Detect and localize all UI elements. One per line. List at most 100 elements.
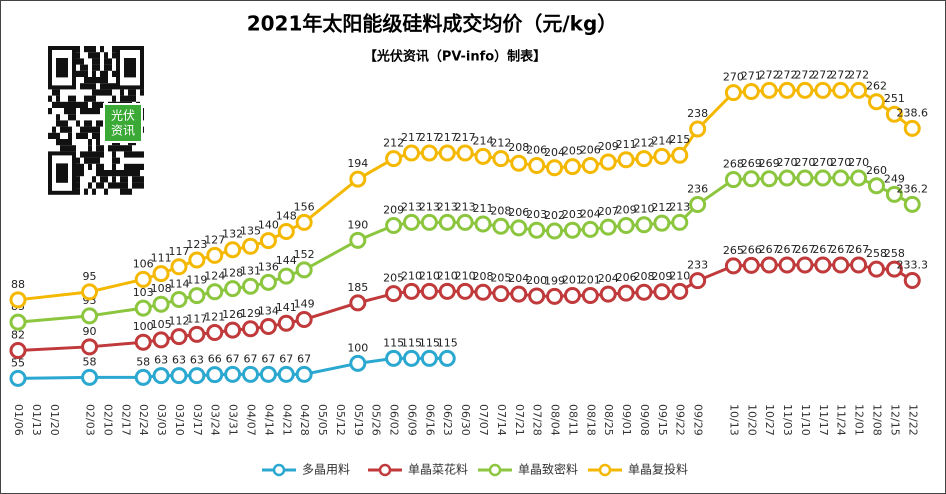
marker xyxy=(617,217,635,235)
x-tick-label: 10/13 xyxy=(727,404,740,436)
qr-cell xyxy=(124,170,128,177)
qr-cell xyxy=(60,126,64,133)
data-label: 204 xyxy=(580,207,601,220)
qr-cell xyxy=(96,139,100,146)
marker xyxy=(152,331,170,349)
qr-cell xyxy=(112,151,116,158)
marker xyxy=(563,221,581,239)
marker xyxy=(152,367,170,385)
qr-cell xyxy=(84,101,88,108)
qr-cell xyxy=(84,46,88,53)
qr-finder-core xyxy=(124,58,136,78)
marker xyxy=(438,349,456,367)
data-label: 270 xyxy=(848,156,869,169)
qr-cell xyxy=(80,126,84,133)
qr-cell xyxy=(92,83,96,90)
data-label: 217 xyxy=(401,131,422,144)
qr-cell xyxy=(84,132,88,139)
marker xyxy=(188,367,206,385)
marker xyxy=(563,158,581,176)
qr-cell xyxy=(64,101,68,108)
qr-finder xyxy=(48,46,76,90)
marker xyxy=(385,150,403,168)
qr-cell xyxy=(96,89,100,96)
marker xyxy=(81,283,99,301)
qr-cell xyxy=(84,70,88,77)
marker xyxy=(617,151,635,169)
data-label: 88 xyxy=(11,278,25,291)
qr-cell xyxy=(76,163,80,170)
qr-cell xyxy=(48,95,52,102)
x-tick-label: 03/10 xyxy=(173,404,186,436)
qr-cell xyxy=(92,132,96,139)
legend-marker xyxy=(272,463,286,477)
data-label: 115 xyxy=(437,336,458,349)
data-label: 267 xyxy=(848,243,869,256)
qr-cell xyxy=(88,77,92,84)
data-label: 115 xyxy=(383,336,404,349)
qr-cell xyxy=(68,95,72,102)
data-label: 106 xyxy=(133,257,154,270)
marker xyxy=(742,256,760,274)
qr-cell xyxy=(96,120,100,127)
marker xyxy=(242,365,260,383)
qr-cell xyxy=(56,120,60,127)
marker xyxy=(277,314,295,332)
qr-cell xyxy=(92,58,96,65)
qr-cell xyxy=(108,182,112,189)
qr-cell xyxy=(56,95,60,102)
x-tick-label: 03/24 xyxy=(209,404,222,436)
qr-cell xyxy=(84,126,88,133)
data-label: 265 xyxy=(723,244,744,257)
marker xyxy=(617,284,635,302)
qr-cell xyxy=(52,89,56,96)
marker xyxy=(188,287,206,305)
data-label: 117 xyxy=(186,312,207,325)
data-label: 206 xyxy=(508,206,529,219)
qr-cell xyxy=(96,132,100,139)
data-label: 271 xyxy=(741,69,762,82)
marker xyxy=(81,307,99,325)
qr-cell xyxy=(100,176,104,183)
data-label: 214 xyxy=(473,134,494,147)
data-label: 260 xyxy=(866,164,887,177)
marker xyxy=(224,241,242,259)
marker xyxy=(903,272,921,290)
marker xyxy=(402,144,420,162)
qr-logo-text: 光伏 xyxy=(111,109,135,123)
marker xyxy=(689,120,707,138)
data-label: 194 xyxy=(347,157,368,170)
data-label: 132 xyxy=(222,228,243,241)
qr-cell xyxy=(76,182,80,189)
data-label: 209 xyxy=(598,140,619,153)
data-label: 90 xyxy=(83,325,97,338)
data-label: 212 xyxy=(651,201,672,214)
qr-code: 光伏资讯 xyxy=(48,46,144,195)
data-label: 205 xyxy=(383,272,404,285)
qr-cell xyxy=(68,126,72,133)
marker xyxy=(653,214,671,232)
marker xyxy=(420,144,438,162)
marker xyxy=(850,256,868,274)
qr-cell xyxy=(88,108,92,115)
qr-cell xyxy=(96,108,100,115)
data-label: 210 xyxy=(633,203,654,216)
qr-cell xyxy=(112,182,116,189)
legend-marker xyxy=(378,463,392,477)
marker xyxy=(724,171,742,189)
qr-cell xyxy=(100,163,104,170)
marker xyxy=(724,84,742,102)
data-label: 124 xyxy=(204,270,225,283)
marker xyxy=(349,231,367,249)
marker xyxy=(546,287,564,305)
marker xyxy=(385,285,403,303)
data-label: 213 xyxy=(401,200,422,213)
qr-cell xyxy=(116,170,120,177)
marker xyxy=(903,119,921,137)
qr-finder-core xyxy=(56,163,68,183)
qr-cell xyxy=(92,95,96,102)
qr-cell xyxy=(84,120,88,127)
marker xyxy=(778,169,796,187)
data-label: 115 xyxy=(419,336,440,349)
qr-cell xyxy=(120,95,124,102)
